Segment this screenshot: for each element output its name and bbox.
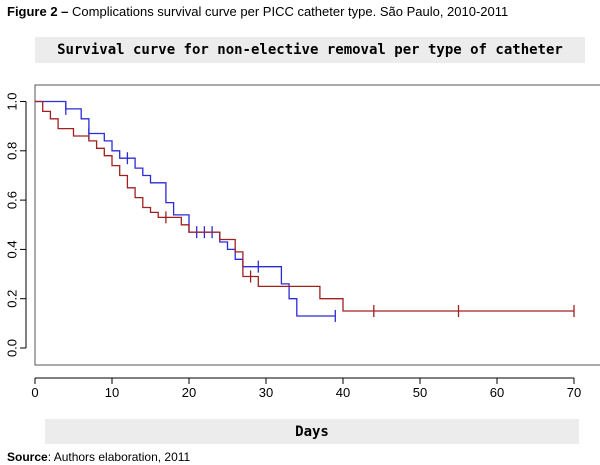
y-tick-label: 0.4 — [4, 240, 19, 258]
y-tick-label: 0.8 — [4, 142, 19, 160]
x-tick-label: 0 — [31, 385, 38, 400]
y-tick-label: 0.6 — [4, 191, 19, 209]
figure-label: Figure 2 – — [7, 4, 69, 19]
survival-curve-2 — [35, 100, 574, 312]
series-layer — [35, 100, 575, 322]
x-tick-label: 60 — [490, 385, 504, 400]
plot-frame — [34, 84, 600, 366]
axes: 0 10 20 30 40 50 60 70 0.0 0.2 0.4 0.6 0.8 1.0 — [4, 92, 581, 400]
figure-caption-text: Complications survival curve per PICC ca… — [72, 4, 509, 19]
x-tick-label: 10 — [105, 385, 119, 400]
chart-title: Survival curve for non-elective removal … — [57, 42, 563, 58]
y-tick-label: 0.2 — [4, 290, 19, 308]
x-tick-label: 20 — [182, 385, 196, 400]
x-axis-label-bar: Days — [45, 419, 579, 444]
x-tick-label: 50 — [413, 385, 427, 400]
survival-curve-1 — [35, 100, 336, 317]
x-axis-label: Days — [295, 423, 329, 440]
source-text: : Authors elaboration, 2011 — [47, 450, 191, 464]
x-tick-label: 40 — [336, 385, 350, 400]
chart-title-bar: Survival curve for non-elective removal … — [35, 37, 585, 63]
x-tick-label: 30 — [259, 385, 273, 400]
source-note: Source: Authors elaboration, 2011 — [7, 450, 190, 464]
x-tick-label: 70 — [567, 385, 581, 400]
y-tick-label: 1.0 — [4, 92, 19, 110]
figure-caption: Figure 2 – Complications survival curve … — [7, 4, 508, 19]
y-tick-label: 0.0 — [4, 339, 19, 357]
source-label: Source — [7, 450, 48, 464]
